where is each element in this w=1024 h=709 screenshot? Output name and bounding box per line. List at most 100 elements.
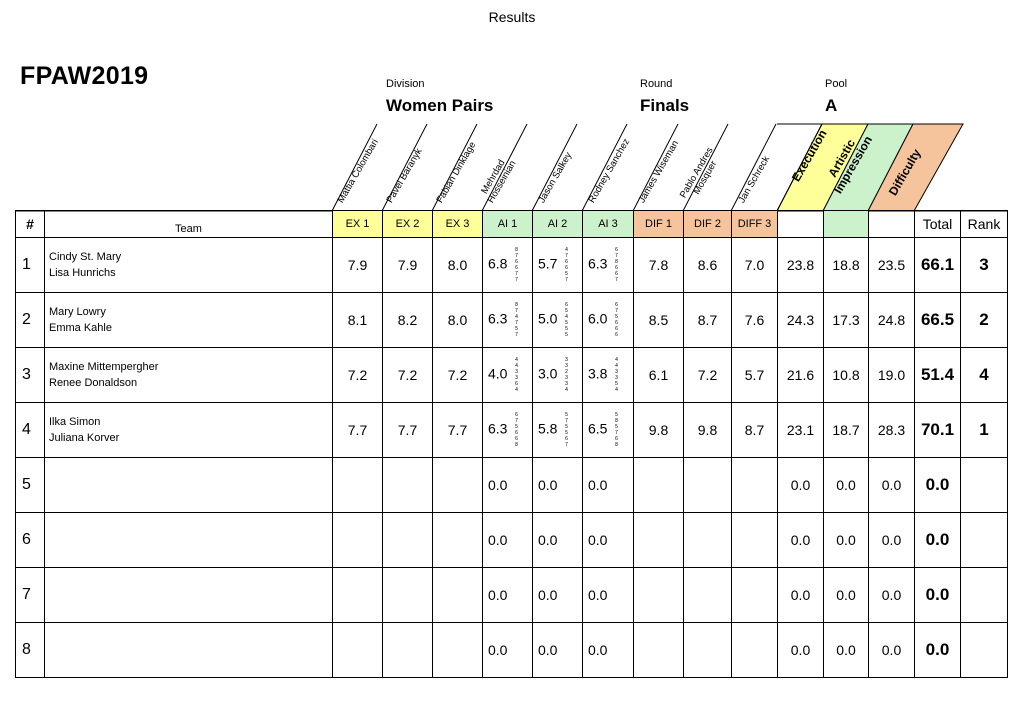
team-member: Lisa Hunrichs: [49, 267, 116, 279]
difficulty-total: 28.3: [868, 402, 915, 458]
row-number: 5: [15, 457, 45, 513]
artistic-total: 17.3: [823, 292, 869, 348]
pool-value: A: [825, 96, 838, 115]
score-value: 8.7: [697, 312, 718, 328]
judge-score: 6.0 6 7 5 6 6 6: [582, 292, 634, 348]
judge-score: 8.5: [633, 292, 684, 348]
execution-total: 21.6: [777, 347, 824, 403]
header-cell: AI 1: [482, 210, 533, 238]
judge-score: 0.0: [482, 622, 533, 678]
ai-subscores: 6 7 5 6 6 8: [515, 412, 518, 448]
rank: [960, 567, 1008, 623]
judge-score: [633, 567, 684, 623]
score-value: 7.2: [347, 367, 368, 383]
execution-total: 0.0: [777, 567, 824, 623]
rank: [960, 622, 1008, 678]
score-value: 9.8: [648, 422, 669, 438]
total-score: 0.0: [914, 567, 961, 623]
judge-score: 6.8 8 7 6 6 7 7: [482, 237, 533, 293]
rank: 2: [960, 292, 1008, 348]
judge-score: [683, 457, 732, 513]
table-row[interactable]: 4 Ilka Simon Juliana Korver 7.7 7.7 7.7 6.3 6 7…: [15, 402, 1008, 458]
score-value: 7.2: [697, 367, 718, 383]
judge-score: 0.0: [532, 622, 583, 678]
score-value: 0.0: [488, 532, 508, 548]
table-row[interactable]: 8 0.0 0.0 0.0 0.0 0.0 0.0 0.0: [15, 622, 1008, 678]
artistic-total: 0.0: [823, 512, 869, 568]
ai-subscores: 6 7 5 6 6 6: [615, 302, 618, 338]
judge-score: [683, 622, 732, 678]
score-value: 6.5: [588, 420, 608, 437]
header-cell: AI 2: [532, 210, 583, 238]
judge-score: 0.0: [482, 512, 533, 568]
team-cell: [44, 622, 333, 678]
team-cell: Mary Lowry Emma Kahle: [44, 292, 333, 348]
ai-subscores: 6 7 8 6 6 7: [615, 247, 618, 283]
header-cell: EX 2: [382, 210, 433, 238]
table-row[interactable]: 1 Cindy St. Mary Lisa Hunrichs 7.9 7.9 8.0 6.8…: [15, 237, 1008, 293]
score-value: 7.0: [744, 257, 765, 273]
team-cell: Ilka Simon Juliana Korver: [44, 402, 333, 458]
table-row[interactable]: 5 0.0 0.0 0.0 0.0 0.0 0.0 0.0: [15, 457, 1008, 513]
artistic-total: 0.0: [823, 622, 869, 678]
score-value: 0.0: [588, 642, 608, 658]
judge-score: 9.8: [683, 402, 732, 458]
judge-score: [332, 512, 383, 568]
header-cell: EX 1: [332, 210, 383, 238]
judge-score: 6.3 6 7 5 6 6 8: [482, 402, 533, 458]
judge-score: [731, 457, 778, 513]
judge-score: [432, 567, 483, 623]
header-cell: [868, 210, 915, 238]
judge-score: [731, 567, 778, 623]
score-value: 8.2: [397, 312, 418, 328]
score-value: 5.8: [538, 420, 558, 437]
score-value: 5.7: [538, 255, 558, 272]
division-value: Women Pairs: [386, 96, 494, 115]
judge-score: [332, 622, 383, 678]
header-total: Total: [914, 210, 961, 238]
judge-score: [731, 512, 778, 568]
score-value: 8.1: [347, 312, 368, 328]
score-value: 0.0: [488, 477, 508, 493]
ai-subscores: 6 5 4 5 5 5: [565, 302, 568, 338]
judge-score: 7.2: [432, 347, 483, 403]
round-value: Finals: [640, 96, 690, 115]
judge-score: 8.7: [731, 402, 778, 458]
team-member: Renee Donaldson: [49, 377, 138, 389]
score-value: 3.0: [538, 365, 558, 382]
header-team: Team: [44, 210, 333, 238]
judge-score: 8.2: [382, 292, 433, 348]
score-value: 0.0: [538, 532, 558, 548]
rank: 1: [960, 402, 1008, 458]
judge-score: 0.0: [532, 512, 583, 568]
execution-total: 23.8: [777, 237, 824, 293]
score-value: 7.9: [347, 257, 368, 273]
row-number: 1: [15, 237, 45, 293]
score-value: 5.0: [538, 310, 558, 327]
execution-total: 23.1: [777, 402, 824, 458]
judge-score: 8.7: [683, 292, 732, 348]
table-row[interactable]: 7 0.0 0.0 0.0 0.0 0.0 0.0 0.0: [15, 567, 1008, 623]
pool-label: Pool: [825, 78, 848, 90]
judge-score: 7.2: [382, 347, 433, 403]
team-cell: Maxine Mittempergher Renee Donaldson: [44, 347, 333, 403]
judge-score: [382, 512, 433, 568]
judge-score: 0.0: [532, 457, 583, 513]
judge-score: 5.7 4 7 6 6 5 7: [532, 237, 583, 293]
header-cell: DIF 1: [633, 210, 684, 238]
judge-score: [382, 457, 433, 513]
row-number: 7: [15, 567, 45, 623]
row-number: 3: [15, 347, 45, 403]
score-value: 0.0: [588, 532, 608, 548]
judge-score: 0.0: [582, 567, 634, 623]
score-value: 6.8: [488, 255, 508, 272]
judge-score: 6.3 8 7 4 7 5 7: [482, 292, 533, 348]
score-value: 6.3: [488, 310, 508, 327]
table-row[interactable]: 6 0.0 0.0 0.0 0.0 0.0 0.0 0.0: [15, 512, 1008, 568]
table-row[interactable]: 3 Maxine Mittempergher Renee Donaldson 7.2 7…: [15, 347, 1008, 403]
ai-subscores: 5 8 5 7 6 8: [615, 412, 618, 448]
table-row[interactable]: 2 Mary Lowry Emma Kahle 8.1 8.2 8.0 6.3 8 7 4 7…: [15, 292, 1008, 348]
header-rank: Rank: [960, 210, 1008, 238]
judge-score: [633, 622, 684, 678]
team-cell: Cindy St. Mary Lisa Hunrichs: [44, 237, 333, 293]
